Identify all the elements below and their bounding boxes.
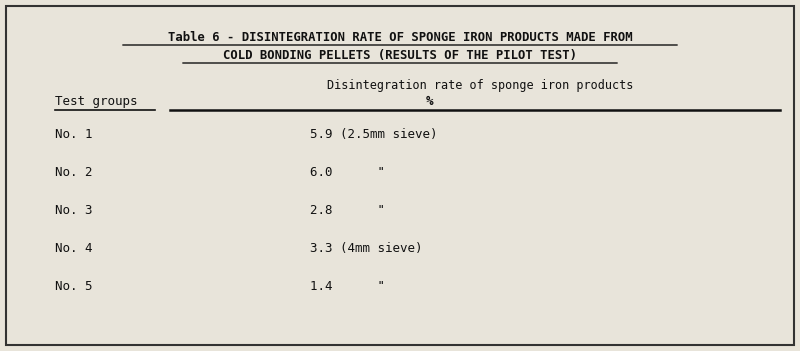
Text: Test groups: Test groups <box>55 95 138 108</box>
Text: Disintegration rate of sponge iron products: Disintegration rate of sponge iron produ… <box>327 79 633 92</box>
Text: No. 3: No. 3 <box>55 204 93 217</box>
Text: 6.0      ": 6.0 " <box>310 166 385 179</box>
Text: COLD BONDING PELLETS (RESULTS OF THE PILOT TEST): COLD BONDING PELLETS (RESULTS OF THE PIL… <box>223 49 577 62</box>
Text: No. 4: No. 4 <box>55 242 93 255</box>
Text: 1.4      ": 1.4 " <box>310 280 385 293</box>
Text: 3.3 (4mm sieve): 3.3 (4mm sieve) <box>310 242 422 255</box>
Text: Table 6 - DISINTEGRATION RATE OF SPONGE IRON PRODUCTS MADE FROM: Table 6 - DISINTEGRATION RATE OF SPONGE … <box>168 31 632 44</box>
Text: No. 2: No. 2 <box>55 166 93 179</box>
Text: No. 1: No. 1 <box>55 128 93 141</box>
Text: 5.9 (2.5mm sieve): 5.9 (2.5mm sieve) <box>310 128 438 141</box>
Text: 2.8      ": 2.8 " <box>310 204 385 217</box>
Text: No. 5: No. 5 <box>55 280 93 293</box>
Text: %: % <box>426 95 434 108</box>
